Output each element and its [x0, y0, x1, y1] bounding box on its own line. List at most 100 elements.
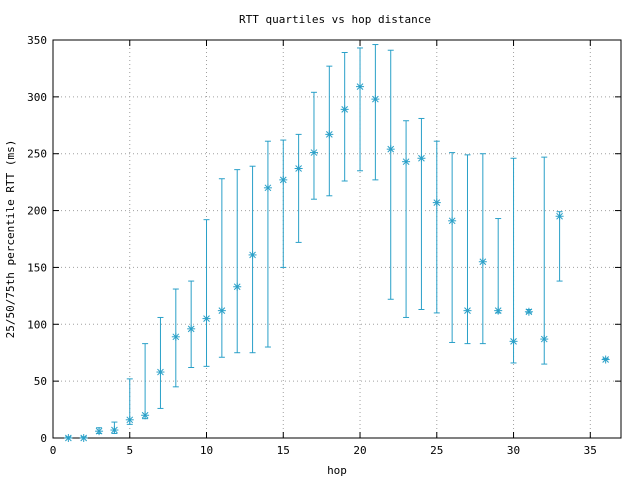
error-bar-point	[386, 49, 395, 300]
y-tick-label: 0	[40, 432, 47, 445]
median-stroke	[510, 337, 517, 345]
median-stroke	[448, 217, 456, 225]
error-bar-point	[478, 153, 487, 345]
median-stroke	[126, 416, 134, 424]
error-bar-point	[263, 140, 272, 348]
error-bar-point	[64, 434, 73, 442]
median-point	[95, 427, 104, 436]
x-tick-label: 15	[277, 444, 290, 457]
error-bar-point	[156, 316, 165, 409]
median-point	[463, 306, 472, 315]
error-bar-point	[448, 152, 457, 343]
error-bar-point	[371, 44, 380, 181]
error-bar-point	[217, 178, 226, 358]
median-point	[294, 164, 303, 173]
median-stroke	[64, 434, 72, 442]
axis-ticks: 0 50 100 150 200 250 300 350 0 5 10 15 20 25 30 35	[27, 34, 621, 457]
median-point	[448, 216, 457, 225]
median-stroke	[111, 426, 118, 434]
median-point	[171, 332, 180, 341]
median-stroke	[602, 356, 610, 363]
median-point	[371, 95, 380, 104]
median-point	[202, 314, 211, 323]
x-tick-label: 20	[353, 444, 366, 457]
error-bar-point	[171, 288, 180, 388]
median-point	[141, 411, 150, 420]
median-point	[110, 426, 119, 435]
error-bar-point	[202, 219, 211, 367]
median-point	[263, 183, 272, 192]
error-bar-point	[509, 157, 518, 364]
median-point	[402, 157, 411, 166]
median-stroke	[341, 106, 349, 113]
error-bar-point	[294, 133, 303, 243]
error-bar-point	[417, 117, 426, 311]
median-point	[524, 307, 533, 316]
median-stroke	[540, 335, 548, 343]
median-point	[156, 368, 165, 377]
error-bar-point	[95, 427, 104, 436]
y-tick-label: 200	[27, 205, 47, 218]
error-bar-point	[248, 165, 257, 354]
median-stroke	[479, 258, 487, 266]
median-stroke	[372, 95, 379, 103]
error-bar-point	[309, 91, 318, 200]
median-point	[555, 212, 564, 221]
x-tick-label: 0	[50, 444, 57, 457]
median-point	[386, 145, 395, 154]
median-stroke	[295, 165, 302, 172]
error-bar-point	[79, 434, 88, 442]
median-stroke	[556, 212, 563, 220]
median-stroke	[264, 184, 272, 192]
error-bar-point	[340, 52, 349, 182]
median-point	[233, 282, 242, 291]
x-tick-label: 35	[584, 444, 597, 457]
median-point	[64, 434, 73, 442]
y-tick-label: 100	[27, 318, 47, 331]
grid-lines	[53, 40, 621, 438]
median-point	[279, 175, 288, 184]
median-point	[125, 415, 134, 424]
chart-title: RTT quartiles vs hop distance	[239, 13, 431, 26]
y-tick-label: 150	[27, 261, 47, 274]
error-bar-point	[555, 211, 564, 282]
data-marks	[64, 44, 610, 442]
median-stroke	[249, 251, 256, 259]
median-stroke	[525, 308, 533, 316]
median-point	[340, 105, 349, 114]
x-tick-label: 10	[200, 444, 213, 457]
median-point	[309, 148, 318, 157]
median-stroke	[187, 325, 195, 333]
error-bar-point	[524, 307, 533, 316]
y-tick-label: 50	[34, 375, 47, 388]
median-stroke	[157, 368, 164, 376]
error-bar-point	[356, 47, 365, 172]
median-stroke	[356, 83, 364, 90]
error-bar-point	[279, 139, 288, 268]
x-tick-label: 25	[430, 444, 443, 457]
median-stroke	[203, 315, 210, 322]
x-tick-label: 30	[507, 444, 520, 457]
plot-frame	[52, 39, 622, 439]
median-point	[432, 198, 441, 207]
median-point	[601, 355, 610, 364]
median-point	[356, 82, 365, 91]
error-bar-point	[494, 218, 503, 315]
median-stroke	[464, 307, 471, 314]
error-bar-point	[125, 378, 134, 425]
median-stroke	[418, 154, 425, 162]
median-stroke	[233, 283, 241, 291]
y-tick-label: 250	[27, 148, 47, 161]
x-tick-label: 5	[126, 444, 133, 457]
median-stroke	[387, 145, 395, 153]
error-bar-point	[432, 140, 441, 314]
error-bar-point	[187, 280, 196, 368]
median-stroke	[172, 333, 180, 341]
error-bar-point	[463, 154, 472, 345]
y-axis-label: 25/50/75th percentile RTT (ms)	[4, 140, 17, 339]
error-bar-point	[325, 65, 334, 197]
median-point	[509, 337, 518, 346]
median-point	[79, 434, 88, 442]
error-bar-point	[540, 156, 549, 365]
